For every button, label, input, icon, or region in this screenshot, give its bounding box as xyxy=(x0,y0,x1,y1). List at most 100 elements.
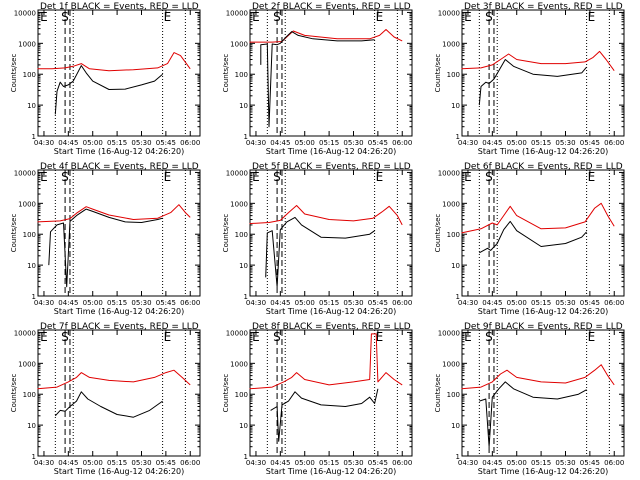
series-events xyxy=(54,391,163,418)
y-tick-label: 100 xyxy=(447,391,460,399)
series-lld xyxy=(249,333,403,390)
y-tick-label: 10000 xyxy=(438,329,460,337)
y-tick-label: 10 xyxy=(239,102,248,110)
panel-det2: Det 2f BLACK = Events, RED = LLD 1 10 100 10… xyxy=(222,2,413,156)
y-axis-label: Counts/sec xyxy=(434,54,442,93)
plot-frame xyxy=(37,329,201,457)
panel-det9: Det 9f BLACK = Events, RED = LLD 1 10 100 10… xyxy=(434,322,625,476)
x-tick-label: 04:30 xyxy=(246,299,266,307)
x-tick-label: 05:30 xyxy=(343,459,363,467)
x-tick-label: 05:45 xyxy=(580,459,600,467)
s-marker: S xyxy=(485,10,493,24)
e-marker: E xyxy=(588,330,596,344)
y-tick-label: 10000 xyxy=(14,169,36,177)
x-tick-label: 05:30 xyxy=(131,459,151,467)
y-axis-label: Counts/sec xyxy=(434,214,442,253)
x-tick-label: 05:45 xyxy=(368,459,388,467)
plot-frame xyxy=(249,169,413,297)
series-lld xyxy=(37,204,191,223)
panel-title: Det 6f BLACK = Events, RED = LLD xyxy=(464,162,623,172)
y-tick-label: 1000 xyxy=(18,200,36,208)
series-lld xyxy=(37,369,191,390)
x-tick-label: 05:30 xyxy=(555,299,575,307)
series-events xyxy=(270,388,379,442)
x-tick-label: 05:30 xyxy=(343,139,363,147)
y-tick-label: 100 xyxy=(23,231,36,239)
series-lld xyxy=(461,364,615,390)
plot-frame xyxy=(37,169,201,297)
y-axis-label: Counts/sec xyxy=(10,214,18,253)
x-tick-label: 05:00 xyxy=(83,299,103,307)
s-marker: S xyxy=(273,10,281,24)
y-tick-label: 1 xyxy=(32,133,36,141)
y-tick-label: 10 xyxy=(451,262,460,270)
y-tick-label: 1 xyxy=(244,293,248,301)
series-lld xyxy=(461,202,615,234)
y-tick-label: 100 xyxy=(23,71,36,79)
y-tick-label: 10000 xyxy=(226,169,248,177)
x-tick-label: 04:45 xyxy=(270,459,290,467)
panel-title: Det 8f BLACK = Events, RED = LLD xyxy=(252,322,411,332)
y-axis-label: Counts/sec xyxy=(222,54,230,93)
x-tick-label: 05:00 xyxy=(295,139,315,147)
x-tick-label: 05:30 xyxy=(131,299,151,307)
s-marker: S xyxy=(61,330,69,344)
y-tick-label: 1 xyxy=(456,453,460,461)
y-tick-label: 10000 xyxy=(226,329,248,337)
x-tick-label: 05:45 xyxy=(156,459,176,467)
x-tick-label: 06:00 xyxy=(180,459,200,467)
plot-frame xyxy=(461,169,625,297)
x-tick-label: 05:00 xyxy=(83,139,103,147)
panel-det4: Det 4f BLACK = Events, RED = LLD 1 10 100 10… xyxy=(10,162,201,316)
x-tick-label: 05:45 xyxy=(580,139,600,147)
e-marker: E xyxy=(252,170,260,184)
s-marker: S xyxy=(61,170,69,184)
x-tick-label: 04:45 xyxy=(58,299,78,307)
y-axis-label: Counts/sec xyxy=(222,214,230,253)
x-tick-label: 06:00 xyxy=(392,139,412,147)
plot-frame xyxy=(37,9,201,137)
y-axis-label: Counts/sec xyxy=(10,54,18,93)
x-tick-label: 04:30 xyxy=(34,459,54,467)
series-events xyxy=(260,31,375,128)
e-marker: E xyxy=(588,10,596,24)
e-marker: E xyxy=(464,170,472,184)
x-tick-label: 04:45 xyxy=(270,139,290,147)
panel-det6: Det 6f BLACK = Events, RED = LLD 1 10 100 10… xyxy=(434,162,625,316)
s-marker: S xyxy=(485,170,493,184)
series-events xyxy=(54,65,163,115)
series-events xyxy=(265,216,375,288)
y-tick-label: 1000 xyxy=(18,40,36,48)
plot-frame xyxy=(461,329,625,457)
x-tick-label: 04:30 xyxy=(34,299,54,307)
e-marker: E xyxy=(252,10,260,24)
y-tick-label: 100 xyxy=(447,231,460,239)
x-axis-label: Start Time (16-Aug-12 04:26:20) xyxy=(54,147,185,156)
y-tick-label: 10 xyxy=(27,102,36,110)
x-tick-label: 05:30 xyxy=(131,139,151,147)
x-tick-label: 04:30 xyxy=(246,139,266,147)
y-tick-label: 1000 xyxy=(18,360,36,368)
y-tick-label: 1 xyxy=(456,293,460,301)
plot-frame xyxy=(461,9,625,137)
series-lld xyxy=(461,50,615,71)
e-marker: E xyxy=(164,10,172,24)
plot-frame xyxy=(249,329,413,457)
x-tick-label: 05:15 xyxy=(531,299,551,307)
x-tick-label: 06:00 xyxy=(392,459,412,467)
panel-title: Det 4f BLACK = Events, RED = LLD xyxy=(40,162,199,172)
y-tick-label: 1000 xyxy=(230,360,248,368)
series-events xyxy=(478,59,587,106)
x-tick-label: 04:30 xyxy=(246,459,266,467)
y-tick-label: 100 xyxy=(235,71,248,79)
e-marker: E xyxy=(376,330,384,344)
panel-title: Det 3f BLACK = Events, RED = LLD xyxy=(464,2,623,12)
y-tick-label: 1000 xyxy=(230,200,248,208)
series-lld xyxy=(37,52,191,72)
x-tick-label: 05:15 xyxy=(319,459,339,467)
x-tick-label: 05:00 xyxy=(83,459,103,467)
e-marker: E xyxy=(588,170,596,184)
x-axis-label: Start Time (16-Aug-12 04:26:20) xyxy=(54,307,185,316)
y-tick-label: 1000 xyxy=(442,200,460,208)
x-tick-label: 05:15 xyxy=(319,139,339,147)
